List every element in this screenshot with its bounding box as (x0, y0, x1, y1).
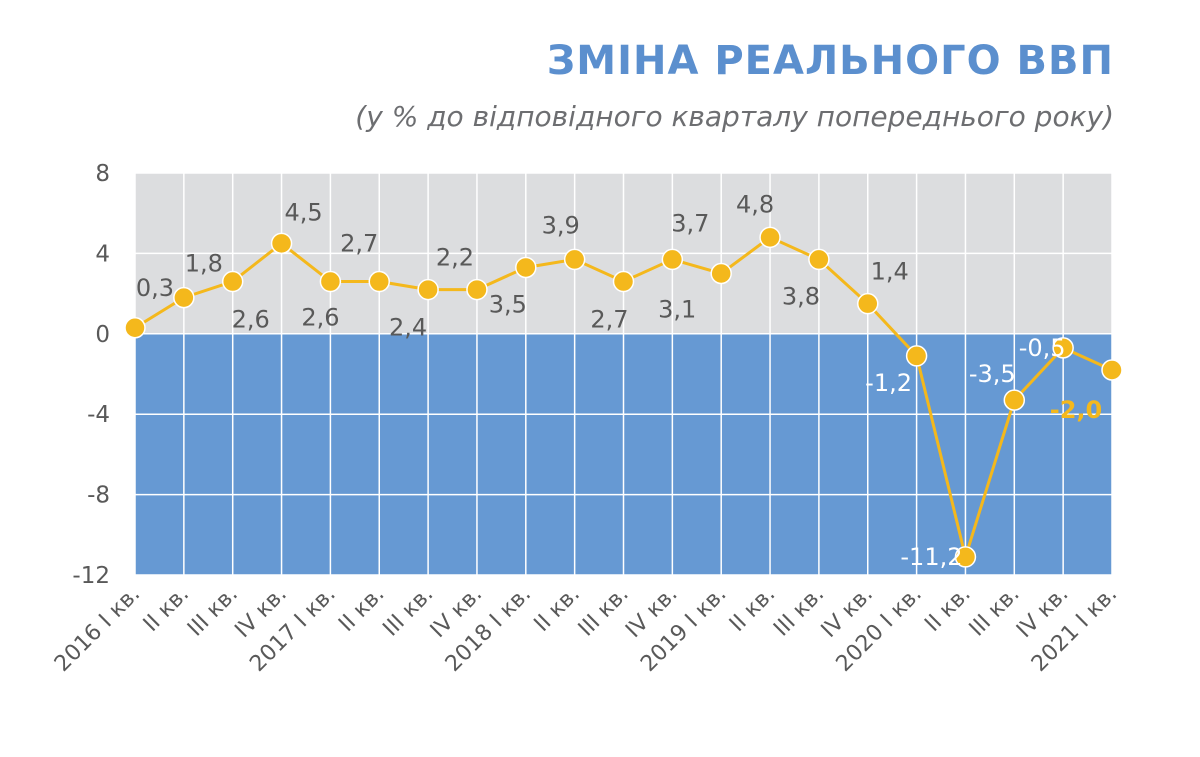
data-label: -1,2 (865, 369, 912, 397)
x-tick-label: ІІ кв. (334, 582, 389, 637)
data-label: 3,9 (542, 211, 580, 239)
data-point (221, 270, 244, 293)
data-point (319, 270, 342, 293)
data-point (808, 248, 830, 271)
data-point (368, 270, 390, 293)
data-point (466, 278, 488, 301)
x-tick-label: ІІІ кв. (769, 582, 829, 642)
data-point (1101, 359, 1123, 381)
x-tick-label: ІІ кв. (530, 582, 585, 637)
y-tick-label: -4 (87, 402, 110, 428)
data-label: 2,7 (590, 306, 628, 334)
x-axis-ticks: 2016 І кв.ІІ кв.ІІІ кв.ІV кв.2017 І кв.І… (50, 582, 1122, 677)
data-point (661, 248, 684, 271)
data-label: -0,5 (1019, 334, 1066, 362)
data-label: 3,1 (658, 296, 696, 324)
data-label: 0,3 (136, 274, 174, 302)
x-tick-label: 2016 І кв. (50, 582, 145, 677)
data-label: 3,5 (489, 290, 527, 318)
data-label: 2,6 (232, 306, 270, 334)
data-label: 2,4 (389, 314, 427, 342)
data-point (857, 292, 879, 315)
data-label: 4,5 (284, 198, 322, 226)
data-point (563, 248, 586, 271)
data-label: -2,0 (1050, 396, 1102, 424)
data-label: 2,2 (436, 244, 474, 272)
x-tick-label: ІІ кв. (920, 582, 975, 637)
data-point (954, 546, 977, 568)
data-label: 1,8 (185, 250, 223, 278)
grid-lines (134, 172, 1113, 589)
data-label: 3,7 (671, 209, 709, 237)
chart-title: ЗМІНА РЕАЛЬНОГО ВВП (546, 38, 1114, 84)
y-axis-ticks: 8 4 0 -4 -8 -12 (72, 161, 110, 589)
data-label: 2,6 (301, 304, 339, 332)
data-label: 2,7 (340, 230, 378, 258)
x-tick-label: ІІІ кв. (378, 582, 438, 642)
data-point (905, 345, 928, 367)
chart-subtitle: (у % до відповідного кварталу попередньо… (355, 100, 1114, 133)
data-label: -11,2 (900, 543, 962, 571)
y-tick-label: 0 (95, 322, 110, 348)
x-tick-label: ІІ кв. (725, 582, 780, 637)
data-label: 1,4 (871, 258, 909, 286)
data-label: 3,8 (782, 282, 820, 310)
data-point (1052, 337, 1074, 359)
data-point (1003, 389, 1026, 411)
data-label: 4,8 (736, 190, 774, 218)
y-tick-label: 4 (95, 241, 110, 267)
data-point (173, 286, 195, 309)
data-point (710, 262, 732, 285)
x-tick-label: ІІІ кв. (183, 582, 243, 642)
y-tick-label: 8 (95, 161, 110, 187)
data-label: -3,5 (969, 360, 1016, 388)
y-tick-label: -12 (72, 563, 110, 589)
x-tick-label: ІІ кв. (139, 582, 194, 637)
data-point (612, 270, 635, 293)
data-points (124, 226, 1123, 568)
data-point (515, 256, 537, 279)
data-point (124, 317, 146, 339)
data-point (759, 226, 781, 249)
y-tick-label: -8 (87, 483, 110, 509)
x-tick-label: ІІІ кв. (574, 582, 634, 642)
data-point (270, 232, 293, 255)
x-tick-label: ІІІ кв. (965, 582, 1025, 642)
data-labels: 0,3 1,8 2,6 4,5 2,6 2,7 2,4 2,2 3,5 3,9 2,7 3,7 3,1 4… (136, 190, 1102, 571)
data-point (417, 278, 439, 301)
